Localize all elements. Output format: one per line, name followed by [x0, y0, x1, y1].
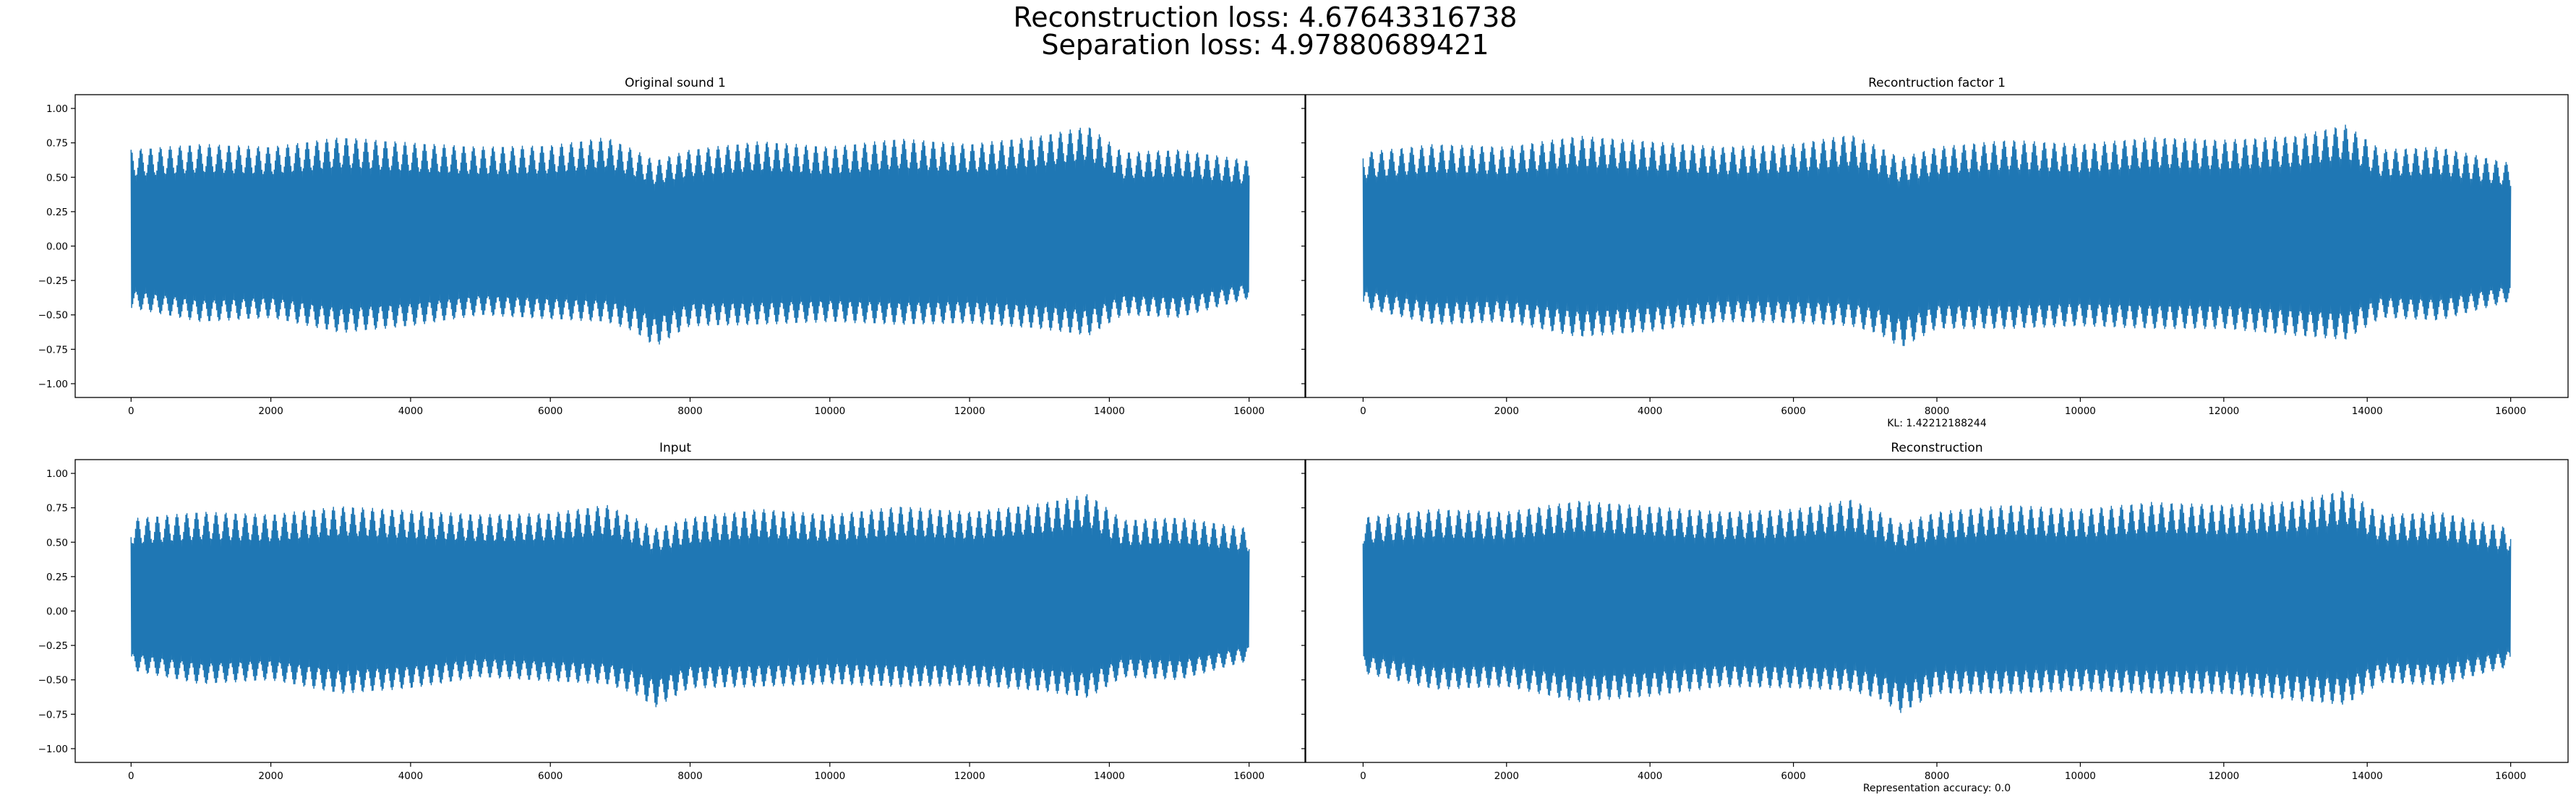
waveform-series-line: [1362, 490, 2512, 713]
y-tick-label: −0.75: [38, 344, 68, 356]
x-tick-label: 4000: [398, 770, 423, 782]
x-axis: 0 2000 4000 6000 8000 10000 12000 14000 16000: [1360, 762, 2526, 782]
y-tick-label: 0.50: [46, 172, 68, 184]
x-tick-label: 8000: [677, 405, 702, 417]
x-tick-label: 12000: [954, 405, 985, 417]
plot-area: [1362, 490, 2512, 713]
panel-title: Input: [659, 441, 691, 455]
x-axis: 0 2000 4000 6000 8000 10000 12000 14000 16000: [1360, 397, 2526, 417]
x-tick-label: 0: [1360, 405, 1366, 417]
x-tick-label: 2000: [258, 770, 283, 782]
plot-area: [130, 494, 1250, 707]
y-tick-label: 1.00: [46, 103, 68, 115]
x-axis: 0 2000 4000 6000 8000 10000 12000 14000 16000: [128, 762, 1265, 782]
x-tick-label: 10000: [814, 405, 845, 417]
x-tick-label: 16000: [2495, 405, 2526, 417]
x-axis: 0 2000 4000 6000 8000 10000 12000 14000 16000: [128, 397, 1265, 417]
plot-area: [1362, 124, 2512, 347]
x-tick-label: 10000: [2065, 770, 2096, 782]
waveform-series-line: [130, 127, 1250, 345]
waveform-series-line: [1362, 124, 2512, 347]
y-tick-label: −0.25: [38, 275, 68, 287]
waveform-series-line: [130, 494, 1250, 707]
y-tick-label: 0.25: [46, 572, 68, 583]
x-tick-label: 4000: [398, 405, 423, 417]
y-tick-label: −1.00: [38, 379, 68, 390]
figure-title-line-2: Separation loss: 4.97880689421: [1041, 29, 1489, 61]
y-tick-label: −0.50: [38, 675, 68, 687]
x-tick-label: 12000: [2208, 405, 2239, 417]
x-tick-label: 6000: [538, 405, 562, 417]
x-tick-label: 10000: [814, 770, 845, 782]
representation-accuracy-annotation: Representation accuracy: 0.0: [1863, 783, 2011, 794]
y-tick-label: 0.75: [46, 503, 68, 515]
y-tick-label: 0.75: [46, 138, 68, 150]
x-tick-label: 6000: [538, 770, 562, 782]
y-tick-label: 0.50: [46, 537, 68, 549]
kl-annotation: KL: 1.42212188244: [1887, 418, 1987, 429]
x-tick-label: 2000: [1494, 770, 1519, 782]
panel-reconstruction-factor-1: Recontruction factor 1 0 2000 4000 6000 8000…: [1301, 76, 2569, 429]
x-tick-label: 6000: [1781, 405, 1805, 417]
panel-reconstruction: Reconstruction 0 2000 4000 6000 8000 10000 120…: [1301, 441, 2569, 794]
x-tick-label: 2000: [258, 405, 283, 417]
x-tick-label: 10000: [2065, 405, 2096, 417]
x-tick-label: 14000: [2352, 770, 2383, 782]
x-tick-label: 6000: [1781, 770, 1805, 782]
x-tick-label: 0: [128, 405, 134, 417]
panel-title: Recontruction factor 1: [1868, 76, 2006, 90]
x-tick-label: 4000: [1638, 405, 1662, 417]
x-tick-label: 14000: [1094, 405, 1125, 417]
x-tick-label: 0: [128, 770, 134, 782]
y-tick-label: −0.75: [38, 709, 68, 721]
y-tick-label: −1.00: [38, 744, 68, 755]
x-tick-label: 0: [1360, 770, 1366, 782]
panel-input: Input 1.00 0.75 0.50 0.25 0.00 −0.25 −0.50 −0.7…: [38, 441, 1306, 782]
y-tick-label: −0.50: [38, 310, 68, 322]
y-tick-label: 0.00: [46, 241, 68, 253]
y-axis: 1.00 0.75 0.50 0.25 0.00 −0.25 −0.50 −0.75 −1.00: [38, 468, 75, 755]
x-tick-label: 12000: [2208, 770, 2239, 782]
x-tick-label: 16000: [1233, 770, 1265, 782]
y-axis: 1.00 0.75 0.50 0.25 0.00 −0.25 −0.50 −0.75 −1.00: [38, 103, 75, 390]
y-axis: [1301, 473, 1306, 749]
x-tick-label: 12000: [954, 770, 985, 782]
x-tick-label: 8000: [677, 770, 702, 782]
plot-area: [130, 127, 1250, 345]
axes-frame: [1305, 94, 2569, 398]
axes-frame: [1305, 459, 2569, 763]
x-tick-label: 16000: [1233, 405, 1265, 417]
y-tick-label: 1.00: [46, 468, 68, 480]
y-tick-label: 0.00: [46, 606, 68, 618]
y-tick-label: −0.25: [38, 640, 68, 652]
x-tick-label: 14000: [2352, 405, 2383, 417]
x-tick-label: 8000: [1925, 405, 1949, 417]
panel-title: Original sound 1: [625, 76, 726, 90]
y-axis: [1301, 108, 1306, 384]
x-tick-label: 4000: [1638, 770, 1662, 782]
x-tick-label: 8000: [1925, 770, 1949, 782]
panel-original-sound-1: Original sound 1 1.00 0.75 0.50 0.25 0.00 −0.…: [38, 76, 1306, 417]
panel-title: Reconstruction: [1891, 441, 1982, 455]
figure-title-line-1: Reconstruction loss: 4.67643316738: [1014, 1, 1518, 33]
x-tick-label: 14000: [1094, 770, 1125, 782]
x-tick-label: 2000: [1494, 405, 1519, 417]
x-tick-label: 16000: [2495, 770, 2526, 782]
y-tick-label: 0.25: [46, 207, 68, 218]
